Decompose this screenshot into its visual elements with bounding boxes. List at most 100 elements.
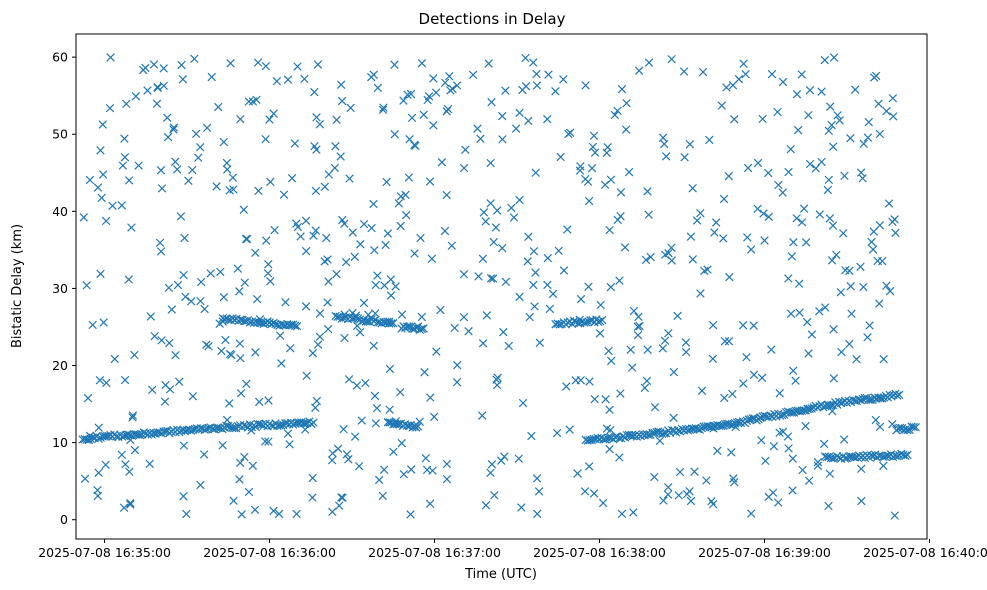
scatter-point <box>242 234 252 244</box>
scatter-point <box>845 339 854 349</box>
scatter-point <box>527 431 536 441</box>
scatter-point <box>99 318 108 327</box>
scatter-point <box>728 389 737 399</box>
scatter-point <box>403 90 412 99</box>
scatter-point <box>264 437 273 446</box>
scatter-point <box>80 474 90 484</box>
scatter-point <box>120 153 130 162</box>
scatter-point <box>196 277 206 287</box>
scatter-point <box>640 383 650 393</box>
scatter-point <box>373 271 382 280</box>
scatter-point <box>437 158 447 167</box>
scatter-point <box>367 72 376 82</box>
scatter-point <box>857 496 866 506</box>
scatter-point <box>207 72 216 82</box>
scatter-point <box>616 188 626 197</box>
points-layer <box>78 53 920 520</box>
scatter-point <box>401 210 411 220</box>
scatter-point <box>581 81 590 90</box>
scatter-point <box>160 397 170 406</box>
scatter-point <box>650 472 659 482</box>
scatter-point <box>285 440 294 449</box>
y-axis-label: Bistatic Delay (km) <box>10 224 25 348</box>
scatter-point <box>149 60 159 69</box>
scatter-point <box>605 225 614 235</box>
scatter-point <box>486 274 496 283</box>
scatter-point <box>178 75 188 84</box>
scatter-point <box>601 395 610 404</box>
scatter-point <box>292 509 301 519</box>
scatter-point <box>613 106 622 116</box>
scatter-point <box>839 435 849 444</box>
scatter-point <box>395 387 405 397</box>
scatter-point <box>532 81 542 90</box>
scatter-point <box>336 152 345 161</box>
scatter-point <box>235 475 244 484</box>
scatter-point <box>681 338 691 347</box>
scatter-point <box>794 279 804 288</box>
scatter-point <box>279 190 289 199</box>
scatter-point <box>501 277 511 287</box>
scatter-point <box>106 53 115 62</box>
track-point <box>277 421 286 430</box>
scatter-point <box>692 216 702 225</box>
scatter-point <box>308 348 318 358</box>
track-point <box>644 430 653 440</box>
scatter-point <box>487 460 497 469</box>
scatter-point <box>157 336 166 345</box>
scatter-point <box>95 376 105 385</box>
scatter-point <box>835 116 844 125</box>
scatter-point <box>169 125 178 134</box>
scatter-point <box>239 205 249 214</box>
scatter-point <box>379 465 389 474</box>
scatter-point <box>421 453 431 463</box>
scatter-point <box>884 199 894 208</box>
scatter-point <box>159 64 168 73</box>
scatter-point <box>739 379 748 388</box>
scatter-point <box>642 376 652 386</box>
scatter-point <box>590 148 600 157</box>
scatter-point <box>128 411 138 420</box>
scatter-point <box>117 201 127 210</box>
scatter-point <box>856 262 865 272</box>
scatter-point <box>749 370 759 379</box>
scatter-point <box>713 446 722 456</box>
scatter-point <box>248 97 258 106</box>
scatter-point <box>370 391 380 401</box>
scatter-point <box>240 452 249 462</box>
scatter-point <box>827 256 837 265</box>
scatter-point <box>507 203 516 213</box>
scatter-point <box>778 427 788 436</box>
scatter-point <box>805 86 815 95</box>
scatter-point <box>225 186 234 195</box>
scatter-point <box>606 425 615 435</box>
scatter-point <box>482 311 492 320</box>
scatter-point <box>419 110 428 119</box>
x-tick-label: 2025-07-08 16:36:00 <box>203 545 336 560</box>
scatter-point <box>869 227 878 236</box>
scatter-point <box>88 320 97 330</box>
scatter-point <box>179 441 189 450</box>
scatter-point <box>125 467 134 476</box>
scatter-point <box>634 312 643 321</box>
scatter-point <box>253 58 263 67</box>
scatter-point <box>795 308 804 317</box>
scatter-point <box>551 87 560 96</box>
scatter-point <box>521 53 530 63</box>
scatter-point <box>315 309 325 318</box>
scatter-point <box>824 175 834 185</box>
scatter-point <box>236 114 245 124</box>
scatter-point <box>584 282 593 291</box>
track-point <box>224 421 233 431</box>
plot-frame <box>75 33 928 540</box>
scatter-point <box>828 221 838 230</box>
scatter-point <box>390 60 399 69</box>
scatter-point <box>85 175 95 185</box>
scatter-point <box>450 323 459 333</box>
scatter-point <box>371 280 380 290</box>
scatter-point <box>468 70 478 80</box>
scatter-point <box>643 345 652 354</box>
scatter-point <box>856 168 866 177</box>
scatter-point <box>355 328 365 337</box>
scatter-point <box>312 113 321 122</box>
